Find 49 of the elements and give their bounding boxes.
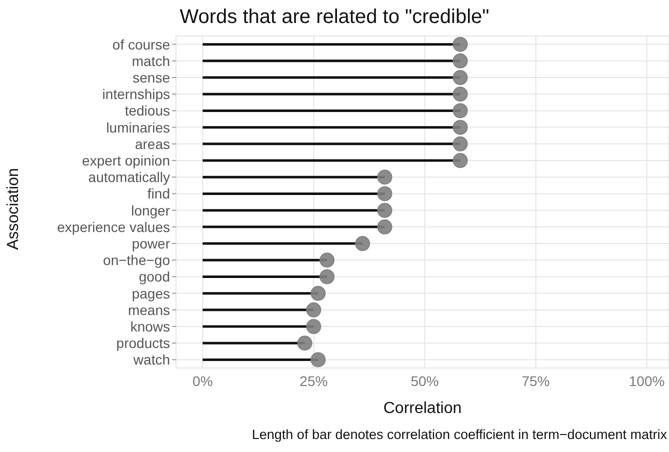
y-tick-label: find [147,186,170,202]
y-tick-label: on−the−go [103,252,170,268]
y-tick-label: knows [130,318,170,334]
y-axis-title: Association [5,167,23,252]
x-tick-label: 100% [628,372,665,389]
y-tick-label: of course [112,36,170,52]
y-tick-label: pages [132,285,170,302]
y-tick-label: power [132,235,170,252]
point [377,202,392,218]
point [310,286,326,301]
y-tick-label: tedious [124,102,170,119]
y-tick-label: products [116,335,170,352]
point [452,36,468,52]
y-tick-label: areas [134,136,170,152]
y-tick-label: automatically [88,169,170,186]
y-tick-label: internships [102,86,170,102]
point [452,136,468,152]
point [452,153,468,168]
point [297,336,312,351]
x-tick-label: 0% [192,372,213,389]
x-tick-label: 50% [410,372,439,389]
x-tick-label: 75% [522,372,550,389]
point [452,86,468,102]
point [377,170,392,185]
y-tick-label: expert opinion [82,152,170,168]
point [310,352,326,368]
point [452,70,468,86]
y-tick-label: match [132,52,170,69]
point [452,120,468,135]
point [377,219,392,234]
point [452,53,468,68]
y-tick-label: experience values [57,218,170,235]
y-tick-label: luminaries [106,119,170,136]
point [377,186,392,202]
point [355,236,370,252]
y-tick-label: watch [132,352,170,368]
x-axis-title: Correlation [382,400,463,418]
y-tick-label: means [128,302,170,318]
text: Length of bar denotes correlation coefficient in term−document matrix [250,427,668,442]
y-tick-label: longer [131,202,170,218]
x-tick-label: 25% [300,372,328,389]
point [320,252,335,268]
point [320,269,335,284]
point [306,302,322,318]
point [452,103,468,118]
point [306,319,322,334]
y-tick-label: sense [132,69,170,86]
chart-title: Words that are related to "credible" [178,6,490,29]
y-tick-label: good [138,268,170,285]
